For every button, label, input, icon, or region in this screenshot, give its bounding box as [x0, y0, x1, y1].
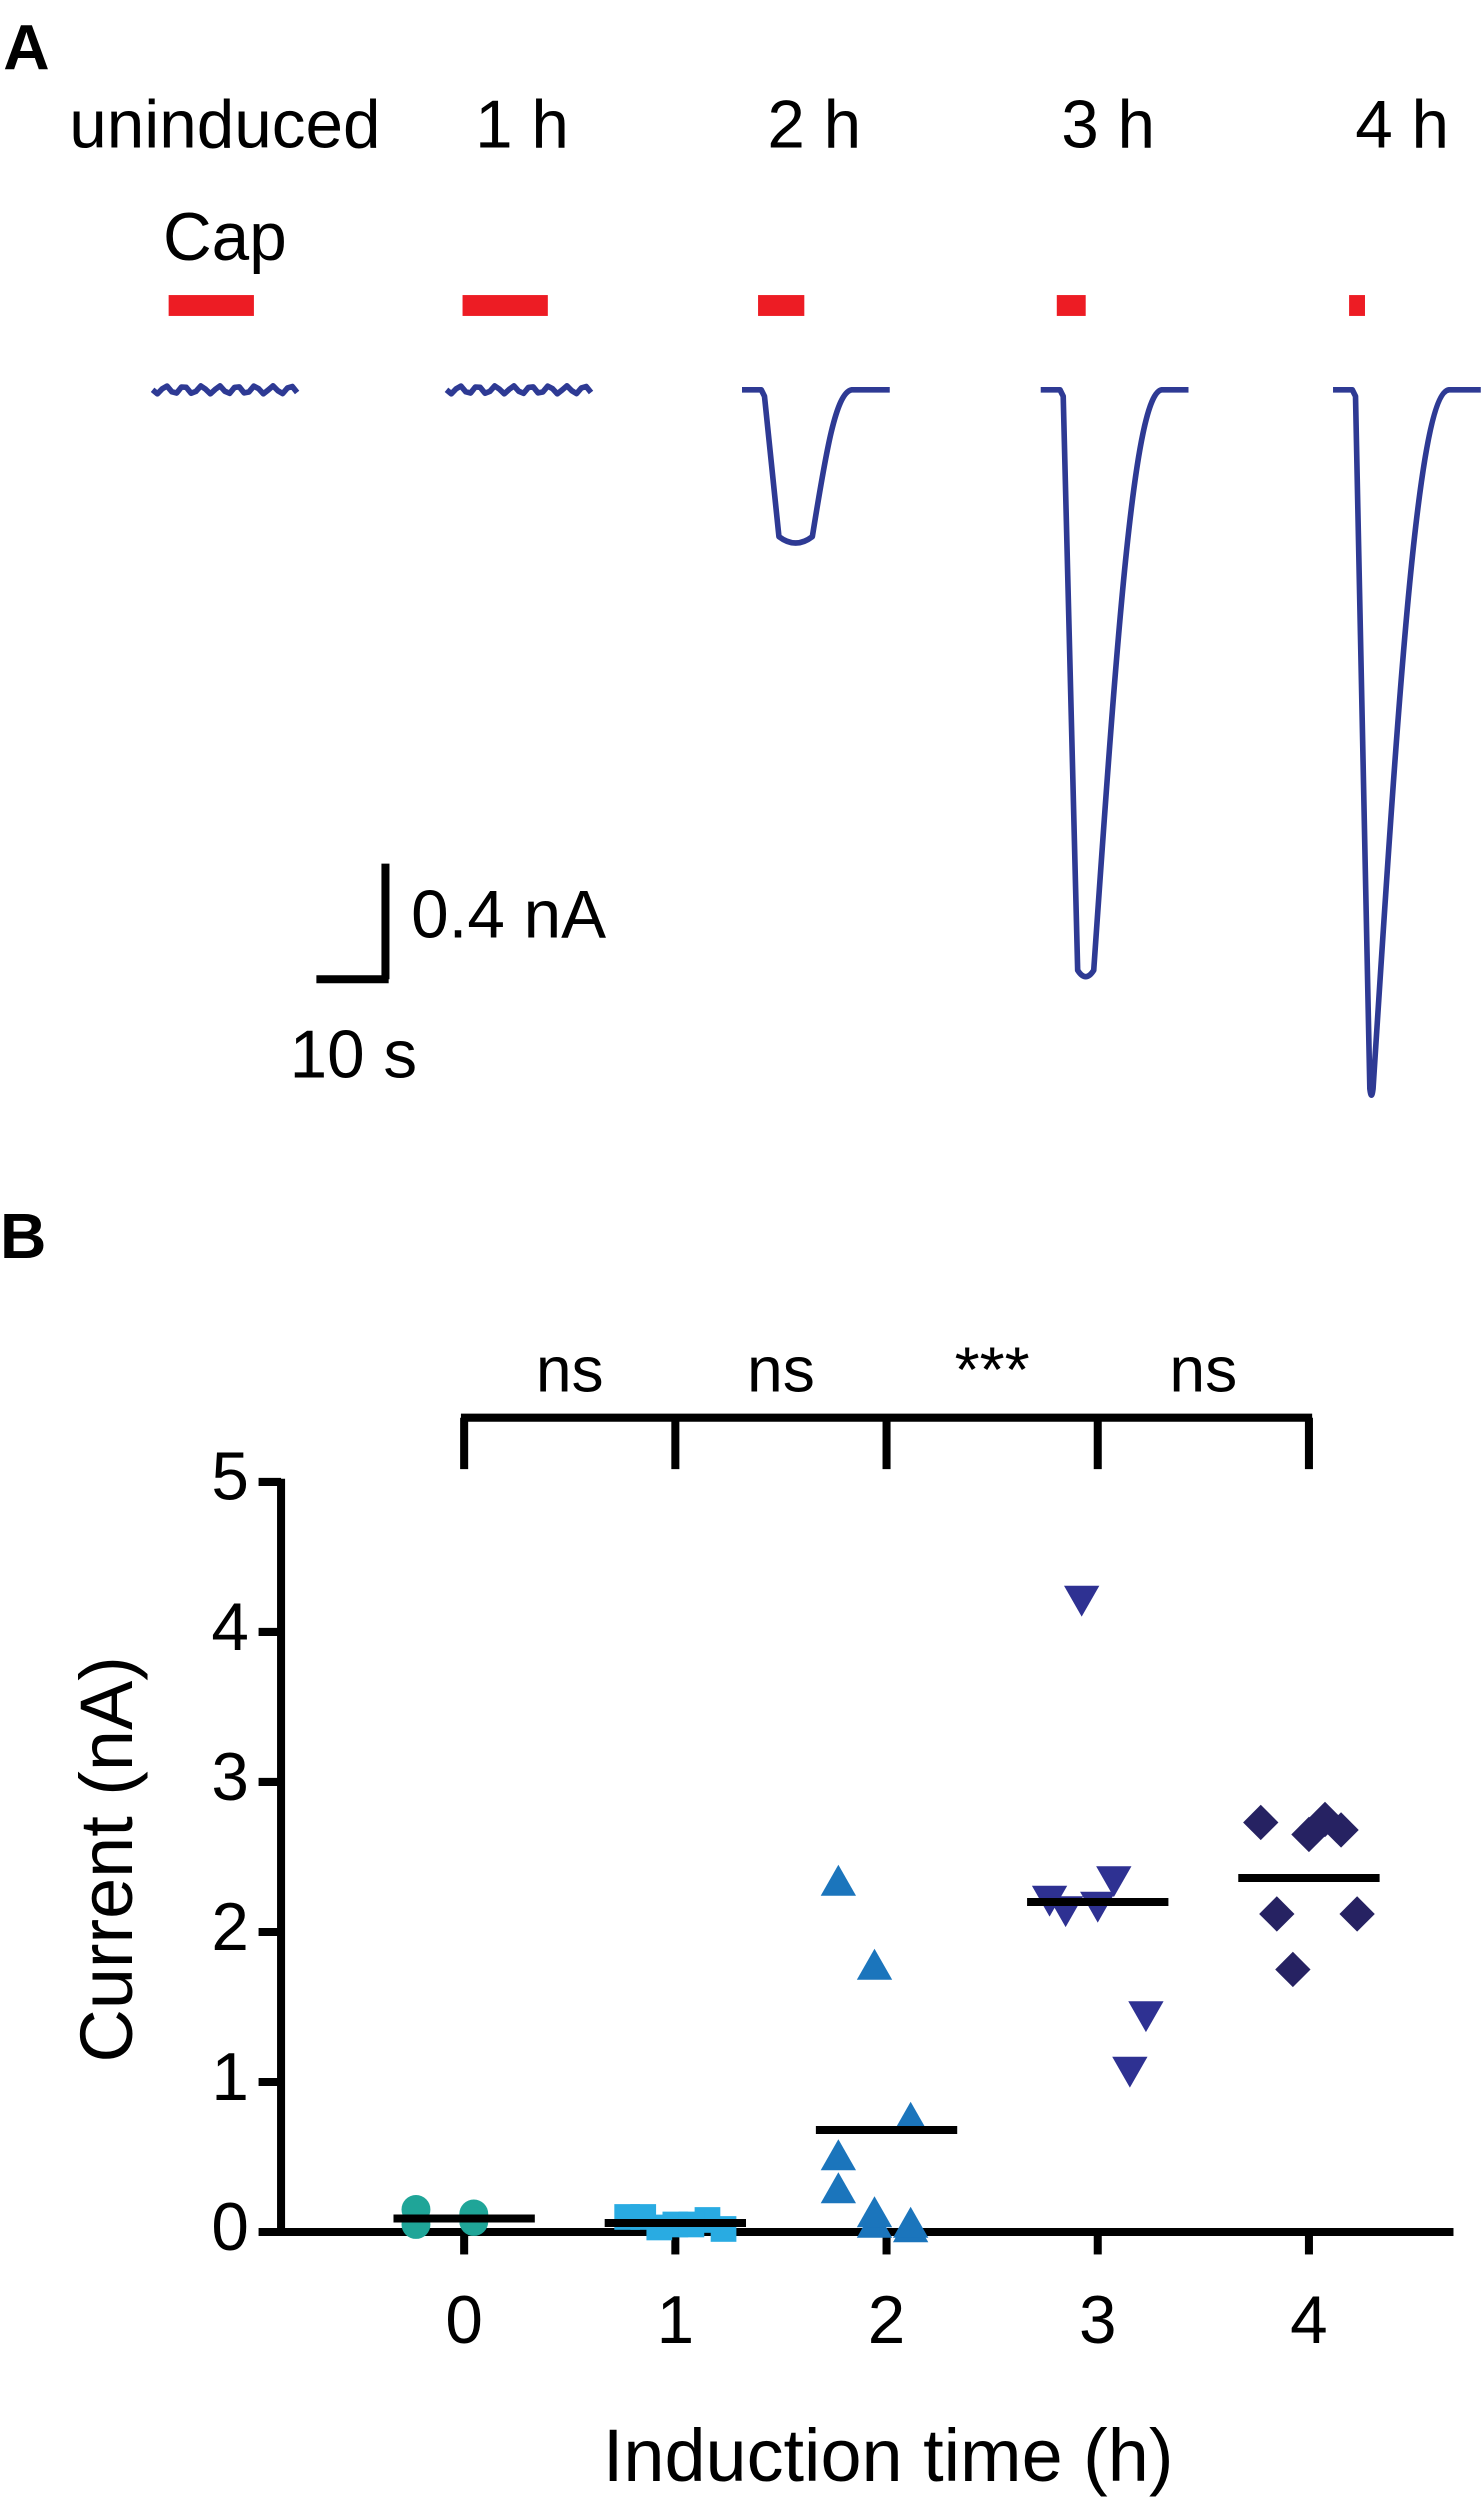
current-trace	[742, 387, 890, 546]
significance-label: ns	[536, 1333, 604, 1405]
y-tick-label: 5	[211, 1440, 249, 1515]
trace-label: 4 h	[1355, 87, 1449, 162]
trace-label: 3 h	[1061, 87, 1155, 162]
data-point	[1096, 1866, 1132, 1898]
data-point	[1064, 1585, 1100, 1617]
panel-label: B	[0, 1200, 46, 1272]
data-point	[1128, 2001, 1164, 2033]
stimulus-label: Cap	[163, 200, 287, 275]
data-point	[1339, 1896, 1375, 1932]
trace-label: uninduced	[69, 87, 380, 162]
y-tick-label: 1	[211, 2040, 249, 2115]
data-point	[1080, 1891, 1116, 1923]
y-tick-label: 3	[211, 1740, 249, 1815]
data-point	[1275, 1951, 1311, 1988]
y-tick-label: 0	[211, 2190, 249, 2265]
data-point	[820, 2172, 857, 2204]
x-tick-label: 0	[445, 2283, 483, 2358]
current-trace	[1333, 387, 1481, 1099]
data-point	[1259, 1896, 1295, 1932]
panel-label: A	[3, 12, 49, 84]
trace-label: 2 h	[767, 87, 861, 162]
y-tick-label: 4	[211, 1590, 249, 1665]
data-point	[892, 2101, 929, 2133]
data-point	[856, 1948, 893, 1980]
significance-label: ns	[747, 1333, 815, 1405]
x-tick-label: 4	[1290, 2283, 1328, 2358]
data-point	[820, 2139, 857, 2171]
current-trace	[1040, 387, 1189, 980]
scale-bar-label: 0.4 nA	[411, 878, 606, 953]
stimulus-bar	[1349, 295, 1365, 316]
trace-label: 1 h	[475, 87, 569, 162]
data-point	[820, 1864, 857, 1896]
data-point	[1243, 1804, 1279, 1841]
current-trace	[444, 383, 594, 397]
data-point	[856, 2196, 893, 2228]
stimulus-bar	[462, 295, 548, 316]
significance-label: ***	[955, 1333, 1030, 1405]
stimulus-bar	[758, 295, 805, 316]
scale-bar-label: 10 s	[290, 1017, 417, 1092]
data-point	[1307, 1801, 1343, 1838]
stimulus-bar	[168, 295, 254, 316]
y-tick-label: 2	[211, 1890, 249, 1965]
data-point	[1112, 2056, 1148, 2088]
x-tick-label: 2	[868, 2283, 906, 2358]
x-tick-label: 3	[1079, 2283, 1117, 2358]
x-axis-label: Induction time (h)	[603, 2414, 1174, 2497]
significance-label: ns	[1169, 1333, 1237, 1405]
current-trace	[150, 383, 300, 397]
x-tick-label: 1	[657, 2283, 695, 2358]
data-point	[892, 2206, 929, 2238]
stimulus-bar	[1056, 295, 1086, 316]
y-axis-label: Current (nA)	[65, 1656, 148, 2062]
